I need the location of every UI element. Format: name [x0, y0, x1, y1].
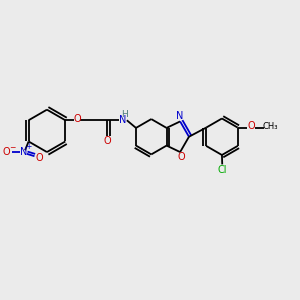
- Text: O: O: [103, 136, 111, 146]
- Text: O: O: [248, 122, 255, 131]
- Text: −: −: [9, 143, 15, 152]
- Text: Cl: Cl: [217, 165, 227, 175]
- Text: O: O: [73, 114, 81, 124]
- Text: N: N: [119, 115, 126, 125]
- Text: N: N: [176, 111, 184, 121]
- Text: O: O: [35, 153, 43, 163]
- Text: H: H: [121, 110, 128, 119]
- Text: +: +: [26, 142, 32, 151]
- Text: O: O: [3, 147, 10, 158]
- Text: CH₃: CH₃: [263, 122, 278, 131]
- Text: O: O: [177, 152, 185, 162]
- Text: N: N: [20, 147, 27, 158]
